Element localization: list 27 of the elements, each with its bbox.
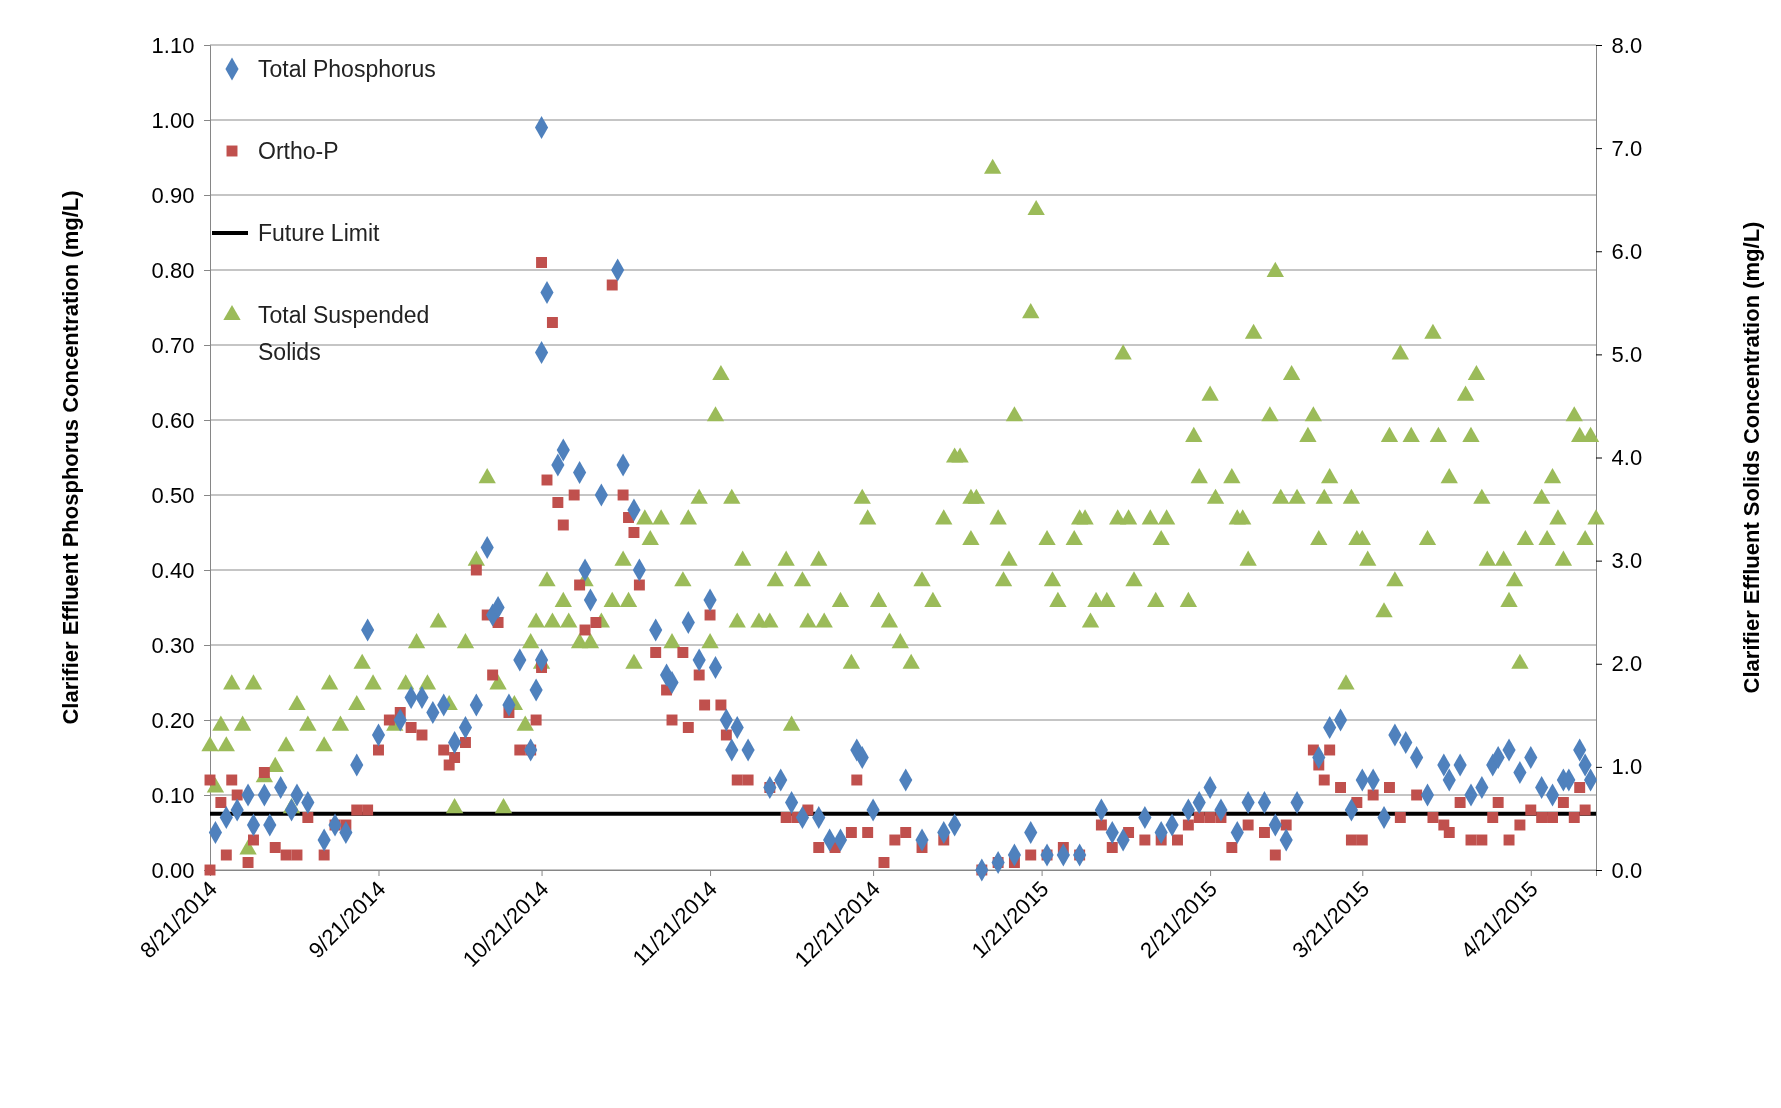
y2-tick-label: 6.0 [1611,238,1643,264]
legend-label: Ortho-P [258,138,339,164]
y-tick-label: 0.30 [151,632,195,658]
legend-label: Total Phosphorus [258,56,436,82]
legend-label: Future Limit [258,220,381,246]
y2-tick-label: 1.0 [1611,754,1643,780]
y-tick-label: 1.00 [151,107,195,133]
y2-tick-label: 7.0 [1611,135,1643,161]
y2-tick-label: 3.0 [1611,548,1643,574]
y-tick-label: 0.70 [151,332,195,358]
y-tick-label: 0.20 [151,707,195,733]
y2-tick-label: 2.0 [1611,651,1643,677]
y-tick-label: 0.80 [151,257,195,283]
y2-tick-label: 0.0 [1611,857,1643,883]
y2-tick-label: 4.0 [1611,445,1643,471]
y-tick-label: 0.00 [151,857,195,883]
y-tick-label: 0.40 [151,557,195,583]
legend-label: Total Suspended Solids [258,302,430,365]
y-tick-label: 0.60 [151,407,195,433]
y-tick-label: 0.90 [151,182,195,208]
y-tick-label: 0.50 [151,482,195,508]
y2-tick-label: 5.0 [1611,341,1643,367]
y2-tick-label: 8.0 [1611,32,1643,58]
y-axis-title: Clarifier Effluent Phosphorus Concentration (mg/L) [58,190,83,725]
y-tick-label: 1.10 [151,32,195,58]
y2-axis-title: Clarifier Effluent Solids Concentration (mg/L) [1739,221,1764,694]
y-tick-label: 0.10 [151,782,195,808]
